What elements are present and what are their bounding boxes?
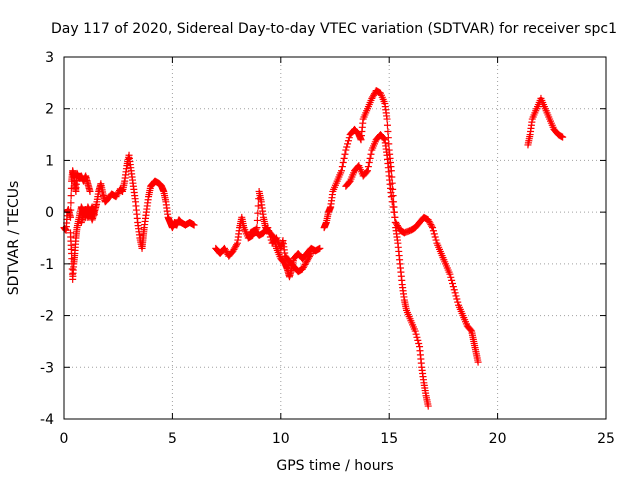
data-point xyxy=(383,115,391,123)
data-point xyxy=(364,167,372,175)
data-point xyxy=(363,168,371,176)
data-point xyxy=(432,236,440,244)
data-point xyxy=(345,134,353,142)
x-tick-label: 0 xyxy=(60,431,69,447)
data-point xyxy=(344,140,352,148)
data-point xyxy=(411,327,419,335)
y-tick-label: -2 xyxy=(40,309,54,325)
data-point xyxy=(430,230,438,238)
data-point xyxy=(388,198,396,206)
data-point xyxy=(387,193,395,201)
data-point xyxy=(316,244,324,252)
data-point xyxy=(448,276,456,284)
data-point xyxy=(266,233,274,241)
data-point xyxy=(266,230,274,238)
data-point xyxy=(449,283,457,291)
x-tick-label: 10 xyxy=(272,431,290,447)
data-point xyxy=(67,206,75,214)
data-point xyxy=(412,330,420,338)
y-tick-label: -3 xyxy=(40,360,54,376)
data-point xyxy=(67,192,75,200)
y-axis-label: SDTVAR / TECUs xyxy=(6,181,22,296)
data-point xyxy=(190,221,198,229)
data-point xyxy=(67,199,75,207)
data-point xyxy=(429,224,437,232)
data-point xyxy=(383,121,391,129)
data-point xyxy=(366,154,374,162)
data-point xyxy=(265,227,273,235)
data-point xyxy=(86,187,94,195)
data-point xyxy=(424,402,432,410)
chart-title: Day 117 of 2020, Sidereal Day-to-day VTE… xyxy=(51,21,617,37)
data-point xyxy=(343,143,351,151)
data-point xyxy=(415,339,423,347)
x-axis-label: GPS time / hours xyxy=(276,458,393,474)
y-tick-label: -1 xyxy=(40,257,54,273)
data-point xyxy=(384,127,392,135)
x-tick-label: 5 xyxy=(168,431,177,447)
data-point xyxy=(364,163,372,171)
data-point xyxy=(264,224,272,232)
data-point xyxy=(453,295,461,303)
y-tick-label: 3 xyxy=(45,50,54,66)
data-point xyxy=(233,241,241,249)
data-point xyxy=(344,137,352,145)
x-tick-label: 25 xyxy=(597,431,615,447)
data-point xyxy=(446,270,454,278)
data-point xyxy=(429,227,437,235)
data-point xyxy=(339,158,347,166)
data-point xyxy=(306,251,314,259)
data-point xyxy=(342,146,350,154)
data-point xyxy=(338,163,346,171)
data-point xyxy=(452,292,460,300)
data-point xyxy=(365,158,373,166)
data-point xyxy=(253,216,261,224)
data-point xyxy=(474,358,482,366)
data-point xyxy=(450,286,458,294)
data-point xyxy=(413,333,421,341)
data-point xyxy=(559,133,567,141)
data-point xyxy=(90,211,98,219)
data-point xyxy=(341,150,349,158)
y-tick-label: -4 xyxy=(40,412,54,428)
x-axis-ticks: 0 5 10 15 20 25 xyxy=(60,57,615,447)
data-points xyxy=(60,87,567,410)
data-point xyxy=(380,135,388,143)
x-tick-label: 15 xyxy=(380,431,398,447)
data-point xyxy=(338,167,346,175)
data-point xyxy=(414,336,422,344)
data-point xyxy=(67,213,75,221)
x-tick-label: 20 xyxy=(489,431,507,447)
data-point xyxy=(307,250,315,258)
data-point xyxy=(454,298,462,306)
data-point xyxy=(340,154,348,162)
data-point xyxy=(389,203,397,211)
data-point xyxy=(447,273,455,281)
data-point xyxy=(428,222,436,230)
data-point xyxy=(390,208,398,216)
data-point xyxy=(451,289,459,297)
data-point xyxy=(467,326,475,334)
grid-lines xyxy=(64,57,606,419)
y-axis-ticks: -4 -3 -2 -1 0 1 2 3 xyxy=(40,50,606,428)
plot-frame xyxy=(63,56,607,420)
data-point xyxy=(431,233,439,241)
data-point xyxy=(367,150,375,158)
y-tick-label: 0 xyxy=(45,205,54,221)
data-point xyxy=(254,209,262,217)
data-point xyxy=(449,280,457,288)
data-point xyxy=(254,202,262,210)
data-point xyxy=(391,213,399,221)
y-tick-label: 2 xyxy=(45,102,54,118)
y-tick-label: 1 xyxy=(45,153,54,169)
